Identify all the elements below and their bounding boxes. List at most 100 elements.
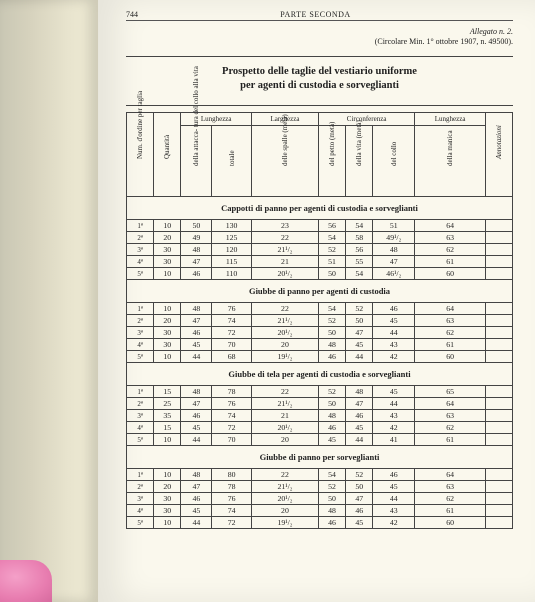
cell-value: 45 [373, 386, 415, 398]
section-title: Giubbe di panno per agenti di custodia [127, 280, 513, 303]
cell-value: 70 [212, 339, 252, 351]
cell-annot [486, 268, 513, 280]
cell-value: 64 [415, 220, 486, 232]
cell-annot [486, 517, 513, 529]
cell-value: 78 [212, 481, 252, 493]
cell-value: 80 [212, 469, 252, 481]
cell-ordine: 1ª [127, 386, 154, 398]
table-row: 2ª20477821¹/₂52504563 [127, 481, 513, 493]
col-collo: del collo [373, 126, 415, 197]
cell-ordine: 3ª [127, 244, 154, 256]
cell-ordine: 4ª [127, 505, 154, 517]
cell-value: 44 [181, 351, 212, 363]
cell-value: 46 [318, 517, 345, 529]
cell-value: 47 [181, 315, 212, 327]
cell-value: 42 [373, 517, 415, 529]
cell-value: 21¹/₂ [251, 315, 318, 327]
cell-value: 74 [212, 410, 252, 422]
col-quantita: Quantità [154, 113, 181, 197]
cell-value: 50 [318, 268, 345, 280]
rule-top [126, 56, 513, 57]
cell-value: 45 [181, 505, 212, 517]
cell-value: 50 [181, 220, 212, 232]
cell-annot [486, 244, 513, 256]
table-row: 5ª10447219¹/₂46454260 [127, 517, 513, 529]
cell-value: 68 [212, 351, 252, 363]
cell-value: 45 [181, 339, 212, 351]
cell-value: 49¹/₂ [373, 232, 415, 244]
cell-ordine: 3ª [127, 327, 154, 339]
cell-value: 10 [154, 517, 181, 529]
cell-value: 120 [212, 244, 252, 256]
cell-value: 48 [373, 244, 415, 256]
table-row: 2ª25477621¹/₂50474464 [127, 398, 513, 410]
col-spalle: delle spalle (metà) [251, 126, 318, 197]
cell-value: 45 [346, 422, 373, 434]
table-row: 2ª204912522545849¹/₂63 [127, 232, 513, 244]
cell-value: 30 [154, 339, 181, 351]
cell-value: 47 [346, 398, 373, 410]
cell-value: 72 [212, 422, 252, 434]
cell-value: 20 [251, 434, 318, 446]
table-row: 1ª1048802254524664 [127, 469, 513, 481]
cell-value: 10 [154, 351, 181, 363]
cell-value: 48 [346, 386, 373, 398]
cell-annot [486, 256, 513, 268]
cell-value: 23 [251, 220, 318, 232]
cell-value: 51 [318, 256, 345, 268]
cell-value: 61 [415, 505, 486, 517]
cell-value: 10 [154, 434, 181, 446]
cell-value: 48 [318, 339, 345, 351]
cell-value: 47 [181, 398, 212, 410]
col-ordine: Num. d'ordine per taglia [127, 113, 154, 197]
cell-value: 46 [318, 351, 345, 363]
cell-value: 72 [212, 327, 252, 339]
table-row: 5ª10446819¹/₂46444260 [127, 351, 513, 363]
cell-value: 52 [318, 386, 345, 398]
cell-value: 54 [318, 469, 345, 481]
cell-value: 30 [154, 244, 181, 256]
table-row: 3ª30467620¹/₂50474462 [127, 493, 513, 505]
running-head-row: 744 PARTE SECONDA [126, 10, 513, 21]
cell-value: 48 [181, 303, 212, 315]
cell-value: 46 [346, 410, 373, 422]
cell-value: 50 [318, 493, 345, 505]
cell-value: 20 [154, 481, 181, 493]
cell-value: 63 [415, 232, 486, 244]
cell-value: 45 [346, 339, 373, 351]
cell-value: 10 [154, 303, 181, 315]
cell-ordine: 4ª [127, 339, 154, 351]
cell-value: 20¹/₂ [251, 493, 318, 505]
table-row: 3ª30467220¹/₂50474462 [127, 327, 513, 339]
cell-value: 30 [154, 256, 181, 268]
cell-value: 130 [212, 220, 252, 232]
cell-value: 52 [346, 469, 373, 481]
cell-value: 63 [415, 481, 486, 493]
cell-value: 46 [181, 493, 212, 505]
cell-ordine: 4ª [127, 422, 154, 434]
cell-value: 30 [154, 505, 181, 517]
cell-value: 20 [154, 232, 181, 244]
cell-value: 60 [415, 268, 486, 280]
cell-value: 15 [154, 386, 181, 398]
cell-ordine: 3ª [127, 410, 154, 422]
cell-value: 46 [181, 327, 212, 339]
cell-annot [486, 303, 513, 315]
cell-value: 74 [212, 505, 252, 517]
table-row: 1ª1048762254524664 [127, 303, 513, 315]
cell-ordine: 2ª [127, 481, 154, 493]
cell-value: 43 [373, 410, 415, 422]
cell-value: 21¹/₂ [251, 398, 318, 410]
cell-value: 44 [181, 434, 212, 446]
cell-value: 21¹/₂ [251, 481, 318, 493]
cell-ordine: 4ª [127, 256, 154, 268]
section-title: Cappotti di panno per agenti di custodia… [127, 197, 513, 220]
cell-value: 42 [373, 422, 415, 434]
cell-value: 54 [346, 268, 373, 280]
cell-value: 64 [415, 398, 486, 410]
cell-value: 20 [154, 315, 181, 327]
rule-below-title [126, 105, 513, 106]
col-vita: della vita (metà) [346, 126, 373, 197]
document-title: Prospetto delle taglie del vestiario uni… [126, 65, 513, 93]
cell-value: 58 [346, 232, 373, 244]
